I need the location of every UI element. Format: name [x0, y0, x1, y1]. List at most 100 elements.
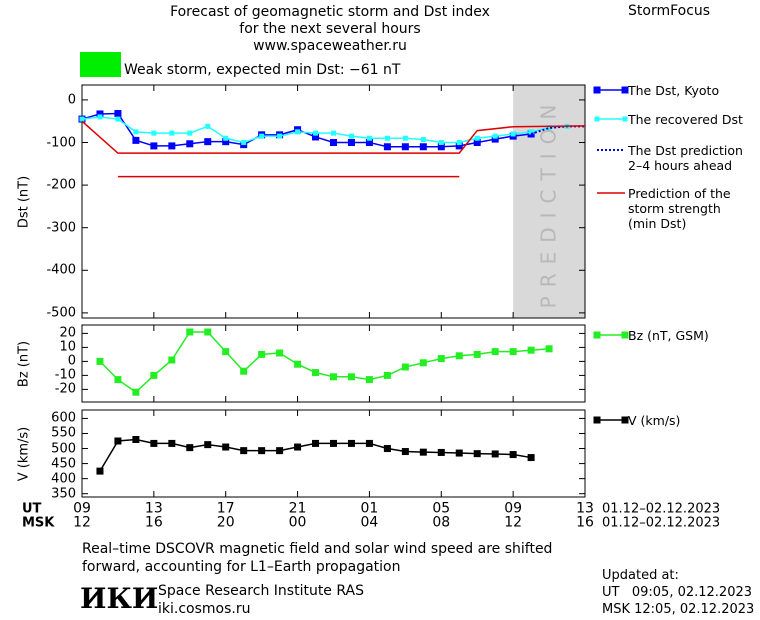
plot-frame	[81, 84, 586, 319]
prediction-zone	[513, 85, 585, 318]
legend-marker	[621, 86, 629, 94]
data-point	[438, 140, 444, 146]
data-point	[258, 350, 266, 358]
x-tick-label: 12	[73, 514, 91, 531]
y-axis-label: V (km/s)	[16, 426, 32, 481]
y-tick-label: 550	[51, 425, 76, 441]
y-tick-label: 350	[51, 486, 76, 502]
data-point	[384, 135, 390, 141]
data-point	[509, 451, 517, 459]
data-point	[347, 439, 355, 447]
data-point	[204, 138, 212, 146]
data-point	[330, 373, 337, 381]
data-point	[277, 133, 283, 139]
data-point	[222, 348, 230, 356]
data-point	[491, 135, 499, 143]
data-point	[114, 376, 122, 384]
data-point	[365, 439, 373, 447]
data-point	[258, 447, 266, 455]
x-date-range: 01.12–02.12.2023	[602, 501, 721, 517]
data-point	[132, 436, 140, 444]
status-swatch	[80, 52, 121, 77]
data-point	[96, 110, 104, 118]
data-point	[455, 352, 463, 360]
data-point	[169, 130, 175, 136]
legend-marker	[593, 331, 601, 339]
data-point	[114, 437, 122, 445]
data-point	[294, 443, 302, 451]
data-point	[186, 140, 194, 148]
data-point	[331, 130, 336, 136]
x-tick-label: 08	[432, 514, 451, 531]
data-point	[96, 467, 104, 475]
data-point	[383, 371, 391, 379]
data-point	[276, 349, 284, 357]
data-point	[366, 135, 372, 141]
x-tick-label: 20	[216, 514, 235, 531]
x-date-range: 01.12–02.12.2023	[602, 515, 721, 531]
data-point	[115, 116, 121, 122]
y-tick-label: 400	[51, 471, 76, 487]
data-point	[97, 114, 103, 120]
y-axis-label: Bz (nT)	[16, 340, 32, 387]
data-point	[437, 448, 445, 456]
data-point	[401, 143, 409, 151]
y-tick-label: -300	[46, 220, 76, 236]
brand: StormFocus	[628, 3, 711, 19]
data-point	[96, 357, 104, 365]
data-point	[151, 130, 157, 136]
data-point	[401, 448, 409, 456]
data-point	[295, 129, 301, 135]
data-point	[150, 142, 158, 150]
data-point	[419, 359, 427, 367]
data-point	[205, 123, 211, 129]
legend-label: The Dst, Kyoto	[628, 82, 720, 98]
legend-label: Prediction of the storm strength (min Ds…	[628, 185, 731, 231]
data-point	[312, 133, 320, 141]
data-point	[528, 129, 534, 135]
x-tick-label: 13	[576, 500, 594, 517]
legend-label: The Dst prediction 2–4 hours ahead	[628, 142, 743, 173]
data-point	[150, 371, 158, 379]
legend-label: The recovered Dst	[628, 111, 743, 127]
y-tick-label: -400	[46, 262, 76, 278]
x-tick-label: 16	[144, 514, 163, 531]
data-point	[473, 139, 481, 147]
data-point	[132, 388, 140, 396]
data-point	[204, 328, 212, 336]
series-line	[99, 331, 550, 394]
x-tick-label: 01	[360, 500, 379, 517]
data-point	[276, 447, 284, 455]
prediction-label: PREDICTION	[536, 95, 561, 308]
x-tick-label: 04	[360, 514, 379, 531]
data-point	[527, 454, 535, 462]
data-point	[240, 447, 248, 455]
data-point	[419, 448, 427, 456]
data-point	[114, 110, 122, 118]
data-point	[491, 450, 499, 458]
data-point	[168, 142, 176, 150]
data-point	[204, 441, 212, 449]
title: Forecast of geomagnetic storm and Dst in…	[170, 4, 490, 54]
data-point	[312, 369, 320, 377]
y-tick-label: -10	[54, 367, 76, 383]
y-tick-label: 0	[67, 353, 76, 369]
x-tick-label: 05	[432, 500, 451, 517]
data-point	[365, 139, 373, 147]
data-point	[168, 356, 176, 364]
legend-marker	[593, 416, 601, 424]
y-tick-label: -20	[54, 381, 76, 397]
series-line	[81, 116, 568, 144]
y-tick-label: -500	[46, 305, 76, 321]
data-point	[259, 133, 265, 139]
data-point	[347, 139, 355, 147]
data-point	[294, 360, 302, 368]
y-tick-label: -200	[46, 177, 76, 193]
data-point	[168, 439, 176, 447]
legend-marker	[621, 331, 629, 339]
data-point	[222, 443, 230, 451]
legend-marker	[622, 116, 628, 122]
x-tick-label: 09	[73, 500, 91, 517]
